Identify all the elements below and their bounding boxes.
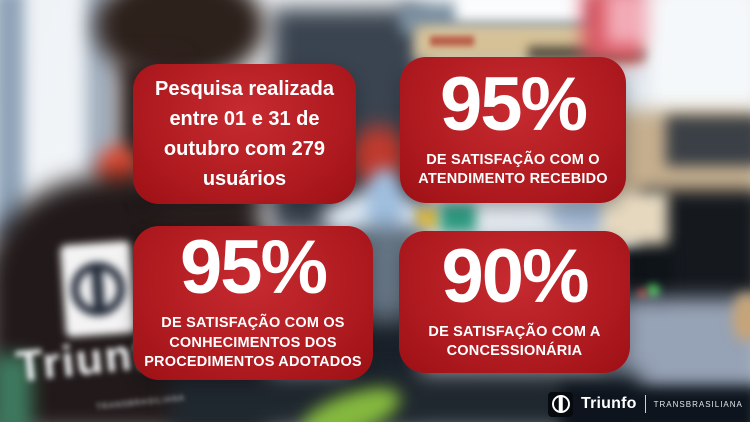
- footer-brand-lockup: Triunfo TRANSBRASILIANA: [548, 389, 743, 419]
- stat-label-concessionaria: DE SATISFAÇÃO COM A CONCESSIONÁRIA: [428, 323, 601, 360]
- stat-value-atendimento: 95%: [439, 61, 588, 147]
- bg-bright-window: [648, 0, 750, 128]
- triunfo-logo-icon: [548, 391, 573, 417]
- footer-divider: [644, 395, 646, 413]
- stat-label-atendimento: DE SATISFAÇÃO COM O ATENDIMENTO RECEBIDO: [418, 151, 608, 188]
- bg-window-strip: [0, 0, 24, 240]
- triunfo-circle-icon: [69, 260, 127, 318]
- shirt-logo-patch: [59, 240, 137, 338]
- bg-monitor-red-text: [430, 36, 474, 46]
- bg-green-led: [646, 284, 660, 298]
- footer-brand-name: Triunfo: [581, 395, 637, 412]
- triunfo-logo-bar: [558, 396, 563, 412]
- triunfo-circle-bar: [90, 263, 106, 315]
- bg-green-corner: [0, 355, 32, 422]
- bg-bottom-navy: [560, 385, 750, 422]
- card-survey-period: Pesquisa realizada entre 01 e 31 de outu…: [133, 64, 356, 204]
- bg-yellow-bit: [416, 208, 440, 228]
- bg-cup: [733, 293, 750, 341]
- bg-red-led: [637, 289, 647, 299]
- bg-monitor-screen: [455, 0, 590, 22]
- card-stat-procedimentos: 95% DE SATISFAÇÃO COM OS CONHECIMENTOS D…: [133, 226, 373, 380]
- survey-period-text: Pesquisa realizada entre 01 e 31 de outu…: [155, 78, 334, 190]
- stat-value-procedimentos: 95%: [179, 225, 328, 311]
- stat-label-procedimentos: DE SATISFAÇÃO COM OS CONHECIMENTOS DOS P…: [144, 315, 362, 371]
- card-stat-atendimento: 95% DE SATISFAÇÃO COM O ATENDIMENTO RECE…: [400, 57, 626, 203]
- footer-subbrand-name: TRANSBRASILIANA: [653, 399, 743, 409]
- bg-teal-bit: [440, 204, 476, 232]
- stat-value-concessionaria: 90%: [441, 233, 589, 319]
- card-stat-concessionaria: 90% DE SATISFAÇÃO COM A CONCESSIONÁRIA: [399, 231, 630, 373]
- bg-keyboard: [666, 116, 750, 166]
